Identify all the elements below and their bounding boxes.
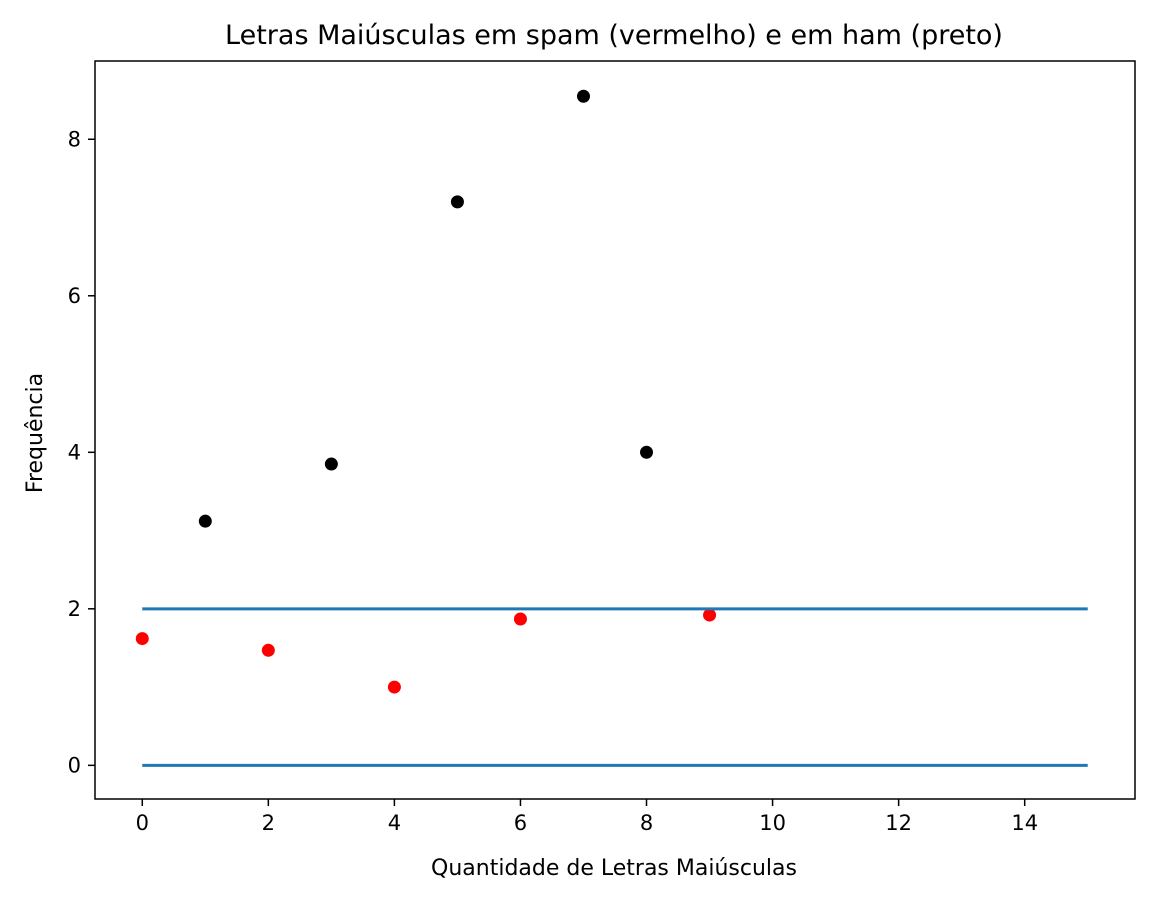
- x-tick-label: 0: [136, 811, 149, 835]
- ham-point: [576, 89, 590, 103]
- y-tick-label: 2: [68, 597, 81, 621]
- x-tick-label: 12: [885, 811, 912, 835]
- x-tick-label: 2: [262, 811, 275, 835]
- x-axis-label: Quantidade de Letras Maiúsculas: [431, 856, 797, 881]
- ham-point: [324, 457, 338, 471]
- plot-frame: [94, 60, 1136, 800]
- y-tick-label: 6: [68, 284, 81, 308]
- x-tick-label: 4: [388, 811, 401, 835]
- ham-point: [640, 445, 654, 459]
- chart-title: Letras Maiúsculas em spam (vermelho) e e…: [225, 20, 1003, 51]
- x-tick-label: 10: [759, 811, 786, 835]
- axis-ticks: 0 2 4 6 8 10 12 14 0 2 4 6 8: [68, 127, 1038, 835]
- y-tick-label: 4: [68, 440, 81, 464]
- y-tick-label: 0: [68, 753, 81, 777]
- y-tick-label: 8: [68, 127, 81, 151]
- ham-point: [450, 195, 464, 209]
- spam-point: [703, 608, 717, 622]
- ham-point: [198, 514, 212, 528]
- spam-point: [513, 612, 527, 626]
- plot-marks: [135, 89, 1088, 767]
- spam-point: [387, 680, 401, 694]
- spam-point: [261, 643, 275, 657]
- x-tick-label: 6: [514, 811, 527, 835]
- spam-point: [135, 632, 149, 646]
- x-tick-label: 14: [1011, 811, 1038, 835]
- y-axis-label: Frequência: [23, 373, 48, 493]
- x-tick-label: 8: [640, 811, 653, 835]
